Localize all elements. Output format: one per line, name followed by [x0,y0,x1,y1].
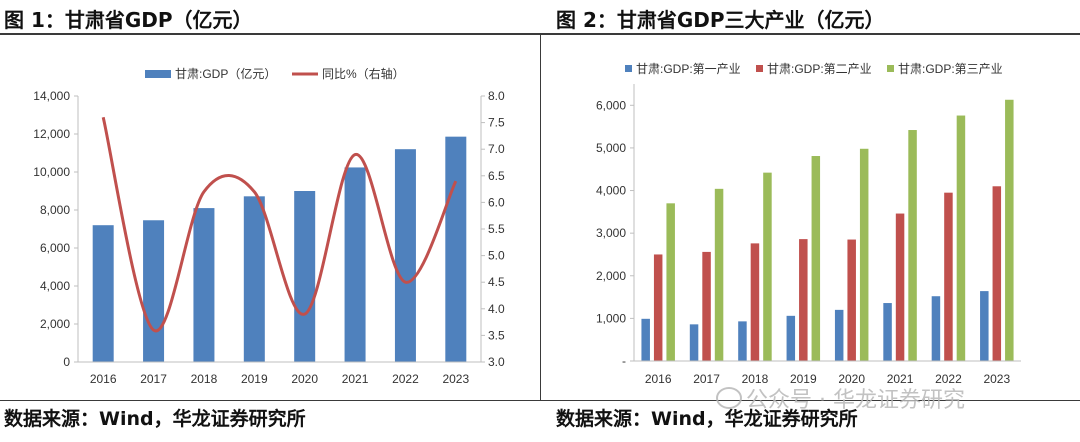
chart1-growth-line [101,116,458,333]
chart2-ytick-label: 3,000 [596,226,626,240]
chart2-legend-swatch-tertiary [887,65,894,72]
chart2-legend-label-primary: 甘肃:GDP:第一产业 [636,62,741,76]
chart2-xtick-label: 2023 [983,372,1010,386]
chart2-ytick-label: 6,000 [596,98,626,112]
chart2-bar-series1 [883,303,892,361]
chart1-bar [243,196,265,362]
chart1-ytick-label: 8,000 [40,203,70,217]
chart1-xtick-label: 2021 [342,372,369,386]
chart1-xtick-label: 2018 [191,372,218,386]
chart2-bar-series3 [1005,99,1014,361]
panel-divider [540,34,541,400]
chart1-bar [445,136,467,362]
chart1-y2tick-label: 5.0 [488,249,505,263]
chart1-ytick-label: 6,000 [40,241,70,255]
chart1-title: 图 1：甘肃省GDP（亿元） [4,8,253,32]
chart1-ytick-label: 12,000 [33,127,70,141]
chart2-legend-label-tertiary: 甘肃:GDP:第三产业 [898,62,1003,76]
chart2-bar-series3 [811,156,821,361]
chart2-bar-series1 [980,291,989,361]
chart1-bar [394,149,416,362]
chart2-legend-swatch-secondary [756,65,763,72]
chart2-ytick-label: 2,000 [596,269,626,283]
chart2-bar-series3 [956,115,966,361]
chart2-ytick-label: 5,000 [596,141,626,155]
chart1-bar [92,225,114,362]
chart2-xtick-label: 2016 [645,372,672,386]
chart2-bar-series2 [799,239,808,361]
chart1-bar [294,191,316,362]
chart1-ytick-label: 0 [63,355,70,369]
chart1-xtick-label: 2016 [90,372,117,386]
chart2-source: 数据来源：Wind，华龙证券研究所 [556,408,858,430]
chart2-ytick-label: 1,000 [596,311,626,325]
chart2-bar-series1 [786,315,796,361]
chart2-legend-label-secondary: 甘肃:GDP:第二产业 [767,62,872,76]
chart2-bar-series3 [908,130,917,361]
chart2-bar-series2 [847,239,856,361]
chart2-bar-series2 [944,192,953,361]
chart1-y2tick-label: 7.0 [488,142,505,156]
chart2-bar-series2 [895,213,905,361]
chart2-bar-series1 [641,318,650,361]
chart1-y2tick-label: 8.0 [488,89,505,103]
chart1-y2tick-label: 5.5 [488,222,505,236]
chart1-y2tick-label: 4.5 [488,275,505,289]
chart2-bar-series3 [859,148,869,361]
chart1-ytick-label: 14,000 [33,89,70,103]
chart1-svg: 02,0004,0006,0008,00010,00012,00014,000 … [33,66,505,386]
chart1-ytick-label: 10,000 [33,165,70,179]
chart2-bar-series1 [931,296,941,361]
chart2-bar-series3 [714,188,724,361]
chart2-xtick-label: 2017 [693,372,720,386]
chart2-ytick-label: 4,000 [596,184,626,198]
chart1-xtick-label: 2020 [291,372,318,386]
chart2-bar-series1 [738,321,747,361]
watermark-text: 公众号 · 华龙证券研究 [746,388,965,413]
chart2-svg: - 1,000 2,000 3,000 4,000 5,000 6,000 2016 2017… [596,62,1021,386]
chart1-legend-line-label: 同比%（右轴） [322,66,405,81]
chart1-ytick-label: 2,000 [40,317,70,331]
bottom-rule [0,400,1080,401]
chart2-xtick-label: 2019 [790,372,817,386]
chart1-bar [344,167,366,362]
chart2-bar-series3 [666,203,675,361]
chart1-y2tick-label: 3.0 [488,355,505,369]
chart2-bar-series2 [653,254,663,361]
chart1-xtick-label: 2022 [392,372,419,386]
chart2-bar-series3 [763,172,772,361]
chart1-xtick-label: 2017 [140,372,167,386]
chart2-xtick-label: 2020 [838,372,865,386]
wechat-icon [716,387,742,409]
chart1-xtick-label: 2023 [442,372,469,386]
chart1-legend-bar-label: 甘肃:GDP（亿元） [175,66,276,81]
chart1-y2tick-label: 3.5 [488,328,505,342]
chart1-bar [193,208,215,362]
chart2-bar-series1 [834,309,844,361]
chart1-legend-bar-swatch [145,70,171,78]
chart2-bar-series2 [750,243,760,361]
chart2-xtick-label: 2022 [935,372,962,386]
chart2-ytick-label: - [622,354,626,368]
chart2-bar-series1 [689,324,699,361]
chart1-y2tick-label: 7.5 [488,116,505,130]
chart2-xtick-label: 2018 [742,372,769,386]
chart1-xtick-label: 2019 [241,372,268,386]
chart2-bar-series2 [702,251,711,361]
chart1-y2tick-label: 4.0 [488,302,505,316]
chart1-source: 数据来源：Wind，华龙证券研究所 [4,408,306,430]
chart2-legend-swatch-primary [625,65,632,72]
chart2-bar-series2 [992,186,1002,361]
chart1-bar [143,220,165,362]
chart2-title: 图 2：甘肃省GDP三大产业（亿元） [556,8,885,32]
chart2-xtick-label: 2021 [887,372,914,386]
chart1-ytick-label: 4,000 [40,279,70,293]
watermark: 公众号 · 华龙证券研究 [716,382,965,414]
chart1-y2tick-label: 6.0 [488,195,505,209]
chart1-y2tick-label: 6.5 [488,169,505,183]
